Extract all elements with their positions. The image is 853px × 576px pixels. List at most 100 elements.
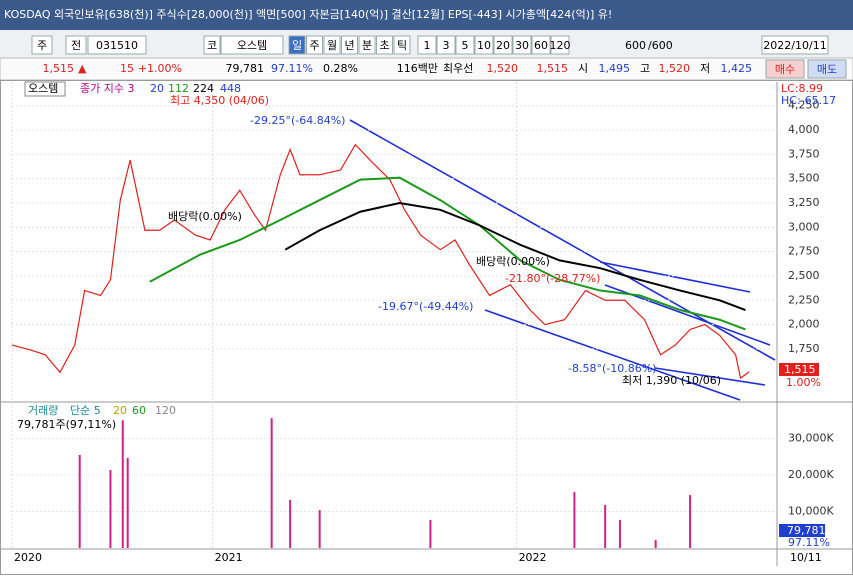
change-tag-label: 1.00% <box>786 376 821 389</box>
button-label[interactable]: 매도 <box>817 63 837 76</box>
y-tick-label: 4,250 <box>788 99 820 112</box>
volume-bar <box>318 510 321 548</box>
y-tick-label: 10,000K <box>788 505 834 518</box>
button[interactable] <box>436 35 456 55</box>
quote-open-label: 시 <box>578 62 588 75</box>
quote-open: 1,495 <box>599 62 631 75</box>
y-tick-label: 2,000 <box>788 318 820 331</box>
label: /600 <box>648 39 673 52</box>
button-label[interactable]: 년 <box>344 39 354 52</box>
button[interactable] <box>531 35 551 55</box>
annotation: -29.25°(-64.84%) <box>250 114 345 127</box>
button-label[interactable]: 1 <box>424 39 431 52</box>
button[interactable] <box>455 35 475 55</box>
right-label: HC:-65.17 <box>781 94 836 107</box>
button[interactable] <box>203 35 221 55</box>
button-label[interactable]: 코 <box>207 39 217 52</box>
quote-change: 15 <box>120 62 134 75</box>
button[interactable] <box>358 35 376 55</box>
button-label[interactable]: 60 <box>534 39 548 52</box>
ratio-label: 97.11% <box>788 536 830 549</box>
button[interactable] <box>341 35 358 55</box>
annotation: -21.80°(-28.77%) <box>505 272 600 285</box>
volume-bar <box>121 420 124 548</box>
button-label[interactable]: 30 <box>515 39 529 52</box>
y-tick-label: 3,250 <box>788 196 820 209</box>
legend-entry: 120 <box>155 404 176 417</box>
y-tick-label: 3,750 <box>788 147 820 160</box>
button-label[interactable]: 120 <box>550 39 571 52</box>
legend-entry: 224 <box>193 82 214 95</box>
button-label[interactable]: 오스템 <box>237 39 267 52</box>
legend-entry: 112 <box>168 82 189 95</box>
y-tick-label: 2,500 <box>788 269 820 282</box>
button-label[interactable]: 10 <box>477 39 491 52</box>
button[interactable] <box>87 35 147 55</box>
button[interactable] <box>493 35 513 55</box>
title-bar <box>0 0 853 30</box>
button-label[interactable]: 전 <box>71 39 81 52</box>
button[interactable] <box>417 35 437 55</box>
button-label[interactable]: 일 <box>292 38 302 52</box>
button-label[interactable]: 2022/10/11 <box>763 39 826 52</box>
quote-best: 최우선 <box>443 62 473 75</box>
button[interactable] <box>31 35 53 55</box>
button-label[interactable]: 3 <box>443 39 450 52</box>
button[interactable] <box>376 35 393 55</box>
button[interactable] <box>306 35 323 55</box>
button[interactable] <box>474 35 494 55</box>
button-label[interactable]: 매수 <box>775 63 795 76</box>
y-tick-label: 2,250 <box>788 293 820 306</box>
y-tick-label: 3,500 <box>788 172 820 185</box>
quote-low-label: 저 <box>700 62 710 75</box>
series-line <box>11 143 750 380</box>
button[interactable] <box>550 35 570 55</box>
y-tick-label: 1,750 <box>788 342 820 355</box>
button-label[interactable]: 031510 <box>96 39 138 52</box>
legend-entry: 종가 지수 3 <box>80 82 134 95</box>
button-label[interactable]: 초 <box>379 39 389 52</box>
quote-low: 1,425 <box>721 62 753 75</box>
button[interactable] <box>323 35 341 55</box>
button[interactable] <box>761 35 829 55</box>
quote-volume: 79,781 <box>226 62 265 75</box>
button[interactable] <box>220 35 284 55</box>
button-label[interactable]: 20 <box>496 39 510 52</box>
button-label[interactable]: 주 <box>37 39 47 52</box>
volume-bar <box>126 457 129 548</box>
button-label[interactable]: 5 <box>462 39 469 52</box>
volume-bar <box>78 454 81 548</box>
price-tag <box>779 363 819 376</box>
x-tick-label: 2020 <box>14 551 42 564</box>
quote-amount: 116백만 <box>397 62 438 75</box>
button-label[interactable]: 월 <box>327 39 337 52</box>
x-tick-label: 2021 <box>215 551 243 564</box>
quote-change-pct: +1.00% <box>138 62 182 75</box>
button[interactable] <box>765 59 805 79</box>
label: 600 <box>625 39 646 52</box>
button[interactable] <box>65 35 87 55</box>
x-tick-label: 2022 <box>519 551 547 564</box>
button-label[interactable]: 분 <box>362 39 372 52</box>
button-label[interactable]: 틱 <box>397 39 407 52</box>
volume-title: 거래량 <box>28 404 58 417</box>
volume-bar <box>573 492 576 548</box>
volume-bar <box>654 539 657 548</box>
y-tick-label: 4,000 <box>788 123 820 136</box>
legend-name: 오스템 <box>28 82 58 95</box>
button[interactable] <box>393 35 411 55</box>
quote-arrow: ▲ <box>78 62 87 75</box>
volume-bar <box>604 504 607 548</box>
y-tick-label: 20,000K <box>788 468 834 481</box>
button-label[interactable]: 주 <box>309 39 319 52</box>
legend-box <box>24 81 66 97</box>
annotation: 배당락(0.00%) <box>476 255 550 268</box>
annotation: 배당락(0.00%) <box>168 210 242 223</box>
button[interactable] <box>807 59 847 79</box>
button[interactable] <box>512 35 532 55</box>
volume-bar <box>270 418 273 548</box>
volume-bar <box>109 469 112 548</box>
button[interactable] <box>288 35 306 55</box>
series-line <box>284 201 746 311</box>
